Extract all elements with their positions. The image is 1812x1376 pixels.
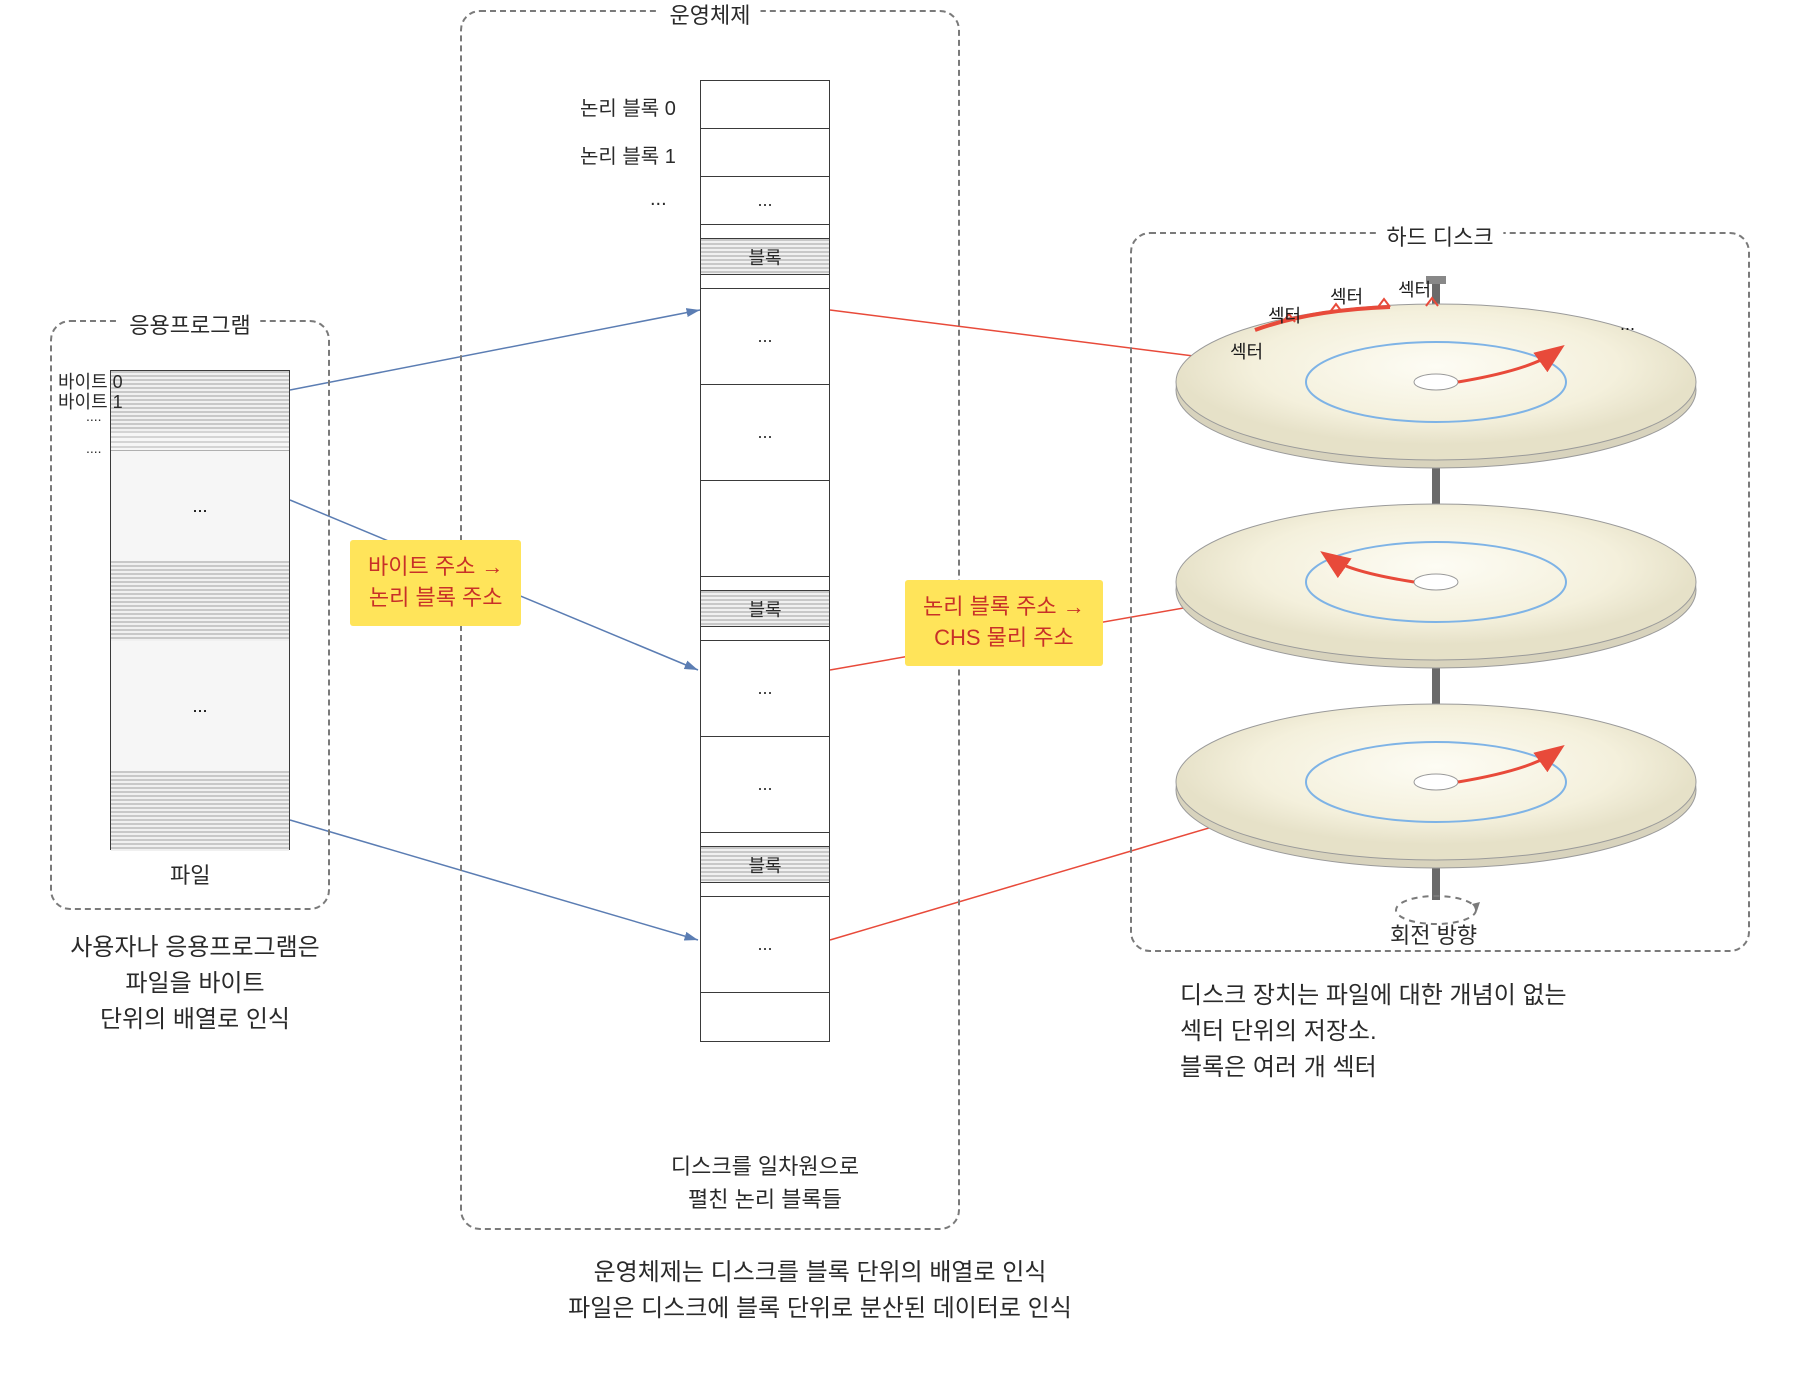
logical-block-ellipsis-label: ... bbox=[650, 188, 667, 211]
badge2-line2: CHS 물리 주소 bbox=[934, 625, 1074, 650]
block-ellipsis-3: ... bbox=[701, 385, 829, 481]
logical-block-0-label: 논리 블록 0 bbox=[580, 92, 676, 121]
os-caption: 운영체제는 디스크를 블록 단위의 배열로 인식파일은 디스크에 블록 단위로 … bbox=[460, 1255, 1180, 1327]
rotation-label: 회전 방향 bbox=[1390, 918, 1477, 950]
block-ellipsis-2: ... bbox=[701, 289, 829, 385]
block-ellipsis-6: ... bbox=[701, 897, 829, 993]
block-ellipsis-4: ... bbox=[701, 641, 829, 737]
file-label: 파일 bbox=[170, 858, 210, 890]
block-column: ... 블록 ... ... 블록 ... ... 블록 ... bbox=[700, 80, 830, 1042]
disk-caption: 디스크 장치는 파일에 대한 개념이 없는섹터 단위의 저장소.블록은 여러 개… bbox=[1140, 978, 1700, 1086]
panel-disk-title: 하드 디스크 bbox=[1376, 220, 1503, 252]
file-column: ... ... bbox=[110, 370, 290, 850]
byte-dots-2: .... bbox=[86, 440, 102, 456]
block-text-2: 블록 bbox=[701, 591, 829, 627]
badge2-line1: 논리 블록 주소 → bbox=[923, 594, 1085, 619]
block-ellipsis-1: ... bbox=[701, 177, 829, 225]
panel-disk: 하드 디스크 bbox=[1130, 232, 1750, 952]
blocks-footer: 디스크를 일차원으로펼친 논리 블록들 bbox=[585, 1150, 945, 1216]
block-text-1: 블록 bbox=[701, 239, 829, 275]
panel-os-title: 운영체제 bbox=[660, 0, 761, 30]
badge1-line2: 논리 블록 주소 bbox=[369, 585, 503, 610]
badge-block-to-chs: 논리 블록 주소 → CHS 물리 주소 bbox=[905, 580, 1103, 666]
file-ellipsis-2: ... bbox=[111, 641, 289, 771]
logical-block-1-label: 논리 블록 1 bbox=[580, 140, 676, 169]
file-ellipsis-1: ... bbox=[111, 451, 289, 561]
badge1-line1: 바이트 주소 → bbox=[368, 554, 503, 579]
panel-app-title: 응용프로그램 bbox=[119, 308, 260, 340]
block-text-3: 블록 bbox=[701, 847, 829, 883]
byte-dots-1: .... bbox=[86, 408, 102, 424]
app-caption: 사용자나 응용프로그램은파일을 바이트단위의 배열로 인식 bbox=[30, 930, 360, 1038]
badge-byte-to-block: 바이트 주소 → 논리 블록 주소 bbox=[350, 540, 521, 626]
block-ellipsis-5: ... bbox=[701, 737, 829, 833]
